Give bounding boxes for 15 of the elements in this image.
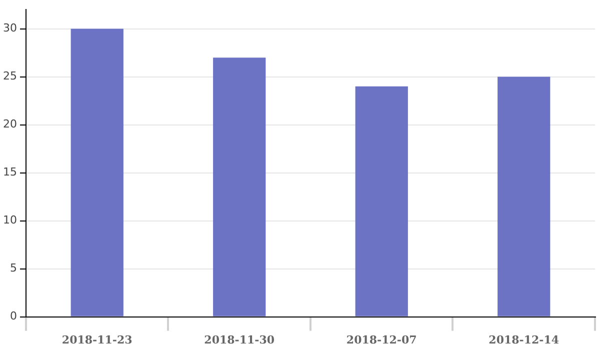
x-tick-label: 2018-12-07 (346, 333, 417, 346)
x-tick-label: 2018-11-23 (62, 333, 132, 346)
y-tick-label: 15 (2, 166, 17, 179)
bar (355, 86, 408, 316)
bar (70, 28, 124, 316)
y-tick-label: 5 (10, 262, 17, 275)
y-tick-label: 25 (2, 70, 17, 83)
y-tick-label: 20 (2, 118, 17, 131)
y-tick-label: 30 (2, 22, 17, 35)
bar (498, 76, 550, 316)
y-tick-label: 10 (2, 214, 17, 227)
x-tick-label: 2018-11-30 (204, 333, 275, 346)
y-tick-label: 0 (10, 310, 17, 323)
bar (213, 58, 266, 316)
x-tick-label: 2018-12-14 (488, 333, 560, 346)
